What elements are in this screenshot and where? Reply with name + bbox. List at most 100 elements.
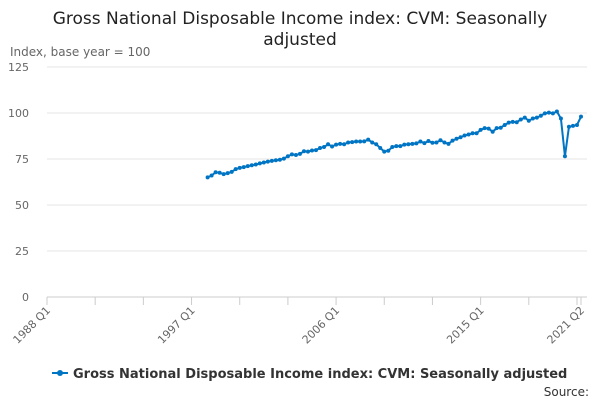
data-point <box>390 145 395 150</box>
data-point <box>406 142 411 147</box>
data-point <box>426 138 431 143</box>
data-point <box>566 124 571 129</box>
data-point <box>297 151 302 156</box>
data-point <box>410 141 415 146</box>
legend-label[interactable]: Gross National Disposable Income index: … <box>73 367 567 382</box>
data-point <box>253 162 258 167</box>
data-point <box>394 144 399 149</box>
data-point <box>446 141 451 146</box>
data-point <box>273 158 278 163</box>
data-point <box>470 131 475 136</box>
data-point <box>301 149 306 154</box>
data-point <box>378 145 383 150</box>
data-point <box>326 142 331 147</box>
data-point <box>309 148 314 153</box>
data-point <box>522 115 527 120</box>
data-point <box>442 140 447 145</box>
data-point <box>213 170 218 175</box>
y-tick-label: 125 <box>8 61 29 74</box>
data-point <box>221 172 226 177</box>
y-axis-title: Index, base year = 100 <box>10 45 150 59</box>
legend[interactable]: Gross National Disposable Income index: … <box>52 367 567 382</box>
data-point <box>386 148 391 153</box>
data-point <box>430 140 435 145</box>
y-tick-label: 75 <box>15 153 29 166</box>
data-point <box>498 125 503 130</box>
data-point <box>305 149 310 154</box>
data-point <box>434 140 439 145</box>
data-point <box>546 110 551 115</box>
y-tick-label: 50 <box>15 199 29 212</box>
data-point <box>562 154 567 159</box>
data-point <box>209 173 214 178</box>
data-point <box>225 171 230 176</box>
y-tick-label: 100 <box>8 107 29 120</box>
data-point <box>330 144 335 149</box>
data-point <box>458 135 463 140</box>
data-point <box>450 138 455 143</box>
x-tick-label: 2006 Q1 <box>300 304 343 347</box>
data-point <box>318 145 323 150</box>
data-point <box>534 115 539 120</box>
data-point <box>414 141 419 146</box>
data-point <box>438 138 443 143</box>
data-point <box>358 139 363 144</box>
data-point <box>558 116 563 121</box>
data-point <box>418 139 423 144</box>
data-point <box>374 142 379 147</box>
data-point <box>462 133 467 138</box>
data-point <box>398 144 403 149</box>
x-tick-label: 2015 Q1 <box>444 304 487 347</box>
data-point <box>574 122 579 127</box>
data-point <box>530 116 535 121</box>
data-point <box>350 140 355 145</box>
data-point <box>233 167 238 172</box>
data-point <box>370 140 375 145</box>
data-point <box>490 129 495 134</box>
data-point <box>338 141 343 146</box>
data-point <box>510 119 515 124</box>
data-point <box>261 160 266 165</box>
data-point <box>518 117 523 122</box>
data-point <box>334 142 339 147</box>
data-point <box>205 175 210 180</box>
data-point <box>542 111 547 116</box>
data-point <box>494 126 499 131</box>
data-point <box>293 152 298 157</box>
data-point <box>474 131 479 136</box>
data-point <box>514 120 519 125</box>
x-tick-label: 2021 Q2 <box>545 304 588 347</box>
data-point <box>346 140 351 145</box>
data-point <box>281 156 286 161</box>
y-tick-label: 0 <box>22 291 29 304</box>
data-point <box>249 163 254 168</box>
data-point <box>486 126 491 131</box>
data-point <box>342 142 347 147</box>
data-point <box>538 113 543 118</box>
data-point <box>478 127 483 132</box>
chart-title-line-2: adjusted <box>263 30 336 50</box>
source-label: Source: <box>544 385 589 399</box>
data-point <box>382 149 387 154</box>
data-point <box>502 122 507 127</box>
data-point <box>454 136 459 141</box>
x-tick-label: 1997 Q1 <box>155 304 198 347</box>
data-point <box>362 139 367 144</box>
data-point <box>579 114 583 119</box>
y-tick-label: 25 <box>15 245 29 258</box>
x-tick-label: 1988 Q1 <box>11 304 54 347</box>
data-point <box>526 118 531 123</box>
data-point <box>269 158 274 163</box>
data-point <box>322 145 327 150</box>
data-point <box>289 152 294 157</box>
data-point <box>570 123 575 128</box>
data-point <box>285 154 290 159</box>
chart-title-line-1: Gross National Disposable Income index: … <box>53 9 548 29</box>
data-point <box>466 132 471 137</box>
data-point <box>245 164 250 169</box>
data-point <box>277 157 282 162</box>
data-point <box>314 148 319 153</box>
data-point <box>241 165 246 170</box>
data-point <box>554 109 559 114</box>
